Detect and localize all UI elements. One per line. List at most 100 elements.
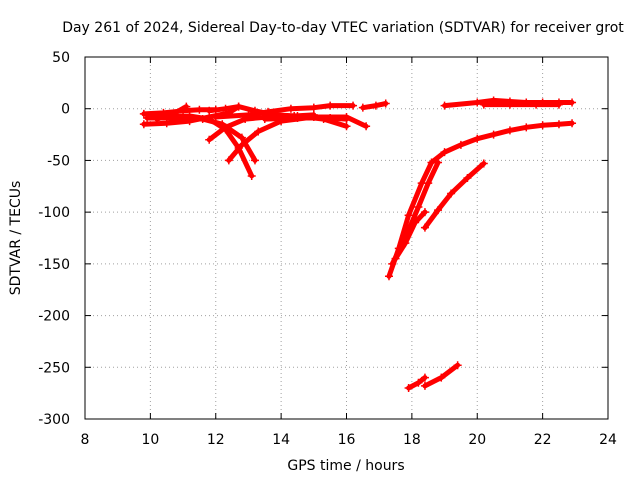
- data-point: [221, 123, 230, 132]
- data-layer: [139, 96, 577, 392]
- data-point: [440, 101, 449, 110]
- y-tick-label: 0: [61, 102, 70, 118]
- data-point: [326, 114, 335, 123]
- data-point: [538, 121, 547, 130]
- data-point: [391, 254, 400, 263]
- y-tick-label: -150: [38, 257, 70, 273]
- data-point: [162, 112, 171, 121]
- data-point: [420, 208, 429, 217]
- data-point: [234, 102, 243, 111]
- x-tick-label: 14: [272, 432, 290, 448]
- data-point: [326, 101, 335, 110]
- data-point: [453, 361, 462, 370]
- y-tick-label: 50: [52, 50, 70, 66]
- chart-title: Day 261 of 2024, Sidereal Day-to-day VTE…: [62, 20, 624, 36]
- data-point: [522, 123, 531, 132]
- x-tick-label: 10: [141, 432, 159, 448]
- data-point: [473, 98, 482, 107]
- data-point: [479, 159, 488, 168]
- data-point: [440, 148, 449, 157]
- data-point: [404, 383, 413, 392]
- data-point: [532, 100, 541, 109]
- data-point: [143, 114, 152, 123]
- data-point: [358, 103, 367, 112]
- data-point: [434, 206, 443, 215]
- data-point: [221, 104, 230, 113]
- data-point: [554, 100, 563, 109]
- data-point: [152, 115, 161, 124]
- data-point: [264, 107, 273, 116]
- data-point: [185, 111, 194, 120]
- data-point: [554, 120, 563, 129]
- data-point: [342, 122, 351, 131]
- data-point: [247, 171, 256, 180]
- data-point: [411, 218, 420, 227]
- tick-labels: 8 10 12 14 16 18 20 22 24 50 0 -50 -100 -150 -200 -250 -…: [38, 50, 617, 448]
- ticks: [84, 56, 609, 420]
- data-point: [362, 122, 371, 131]
- x-tick-label: 12: [207, 432, 225, 448]
- data-point: [420, 373, 429, 382]
- series-line: [386, 120, 575, 279]
- data-point: [420, 223, 429, 232]
- data-point: [309, 103, 318, 112]
- data-point: [434, 158, 443, 167]
- data-point: [473, 134, 482, 143]
- y-tick-label: -200: [38, 309, 70, 325]
- x-axis-label: GPS time / hours: [287, 458, 404, 474]
- data-point: [237, 140, 246, 149]
- data-point: [456, 140, 465, 149]
- data-point: [384, 272, 393, 281]
- series-line: [262, 115, 349, 122]
- x-tick-label: 16: [338, 432, 356, 448]
- data-point: [414, 202, 423, 211]
- y-tick-label: -100: [38, 205, 70, 221]
- data-point: [293, 114, 302, 123]
- y-tick-label: -50: [47, 153, 70, 169]
- data-point: [568, 98, 577, 107]
- data-point: [224, 156, 233, 165]
- data-point: [211, 112, 220, 121]
- data-point: [254, 127, 263, 136]
- data-point: [205, 115, 214, 124]
- x-tick-label: 24: [599, 432, 617, 448]
- x-tick-label: 8: [81, 432, 90, 448]
- data-point: [489, 130, 498, 139]
- data-point: [286, 104, 295, 113]
- data-point: [139, 120, 148, 129]
- data-point: [260, 115, 269, 124]
- data-point: [195, 105, 204, 114]
- data-point: [401, 239, 410, 248]
- data-point: [414, 378, 423, 387]
- data-point: [205, 106, 214, 115]
- y-tick-label: -250: [38, 360, 70, 376]
- data-point: [381, 99, 390, 108]
- data-point: [139, 109, 148, 118]
- data-point: [349, 101, 358, 110]
- data-point: [505, 100, 514, 109]
- data-point: [420, 381, 429, 390]
- data-point: [182, 102, 191, 111]
- data-point: [404, 211, 413, 220]
- x-tick-label: 20: [468, 432, 486, 448]
- data-point: [342, 115, 351, 124]
- y-axis-label: SDTVAR / TECUs: [8, 181, 24, 296]
- data-point: [250, 156, 259, 165]
- data-point: [205, 135, 214, 144]
- data-point: [568, 119, 577, 128]
- data-point: [237, 133, 246, 142]
- data-point: [371, 101, 380, 110]
- series-line: [393, 209, 428, 262]
- data-point: [505, 126, 514, 135]
- data-point: [463, 174, 472, 183]
- data-point: [447, 189, 456, 198]
- y-tick-label: -300: [38, 412, 70, 428]
- x-tick-label: 18: [403, 432, 421, 448]
- data-point: [437, 373, 446, 382]
- data-point: [388, 259, 397, 268]
- data-point: [244, 110, 253, 119]
- data-point: [424, 179, 433, 188]
- x-tick-label: 22: [534, 432, 552, 448]
- data-point: [479, 100, 488, 109]
